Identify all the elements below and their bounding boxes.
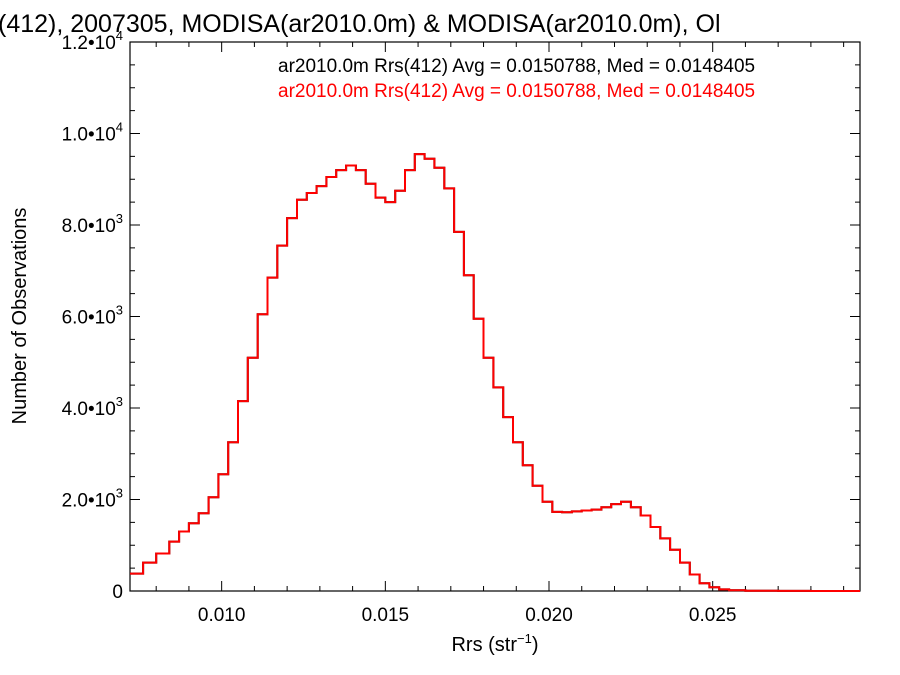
legend-entry-black: ar2010.0m Rrs(412) Avg = 0.0150788, Med … (278, 56, 755, 77)
x-axis-label: Rrs (str−1) (451, 631, 538, 656)
series-layer (130, 153, 860, 592)
y-tick-label: 1.2•104 (62, 28, 123, 54)
y-tick-label: 2.0•103 (62, 486, 123, 512)
series-line-black (130, 153, 860, 592)
y-tick-label: 4.0•103 (62, 394, 123, 420)
y-axis-label: Number of Observations (9, 208, 31, 425)
y-tick-label: 1.0•104 (62, 120, 123, 146)
y-tick-label: 8.0•103 (62, 211, 123, 237)
axis-ticks (130, 41, 860, 592)
plot-frame (129, 41, 861, 592)
x-tick-label: 0.015 (362, 605, 410, 626)
series-line-red (130, 153, 860, 592)
y-tick-label: 0 (112, 582, 123, 603)
legend-entry-red: ar2010.0m Rrs(412) Avg = 0.0150788, Med … (278, 81, 755, 102)
chart-title: (412), 2007305, MODISA(ar2010.0m) & MODI… (0, 10, 721, 38)
x-tick-label: 0.025 (689, 605, 737, 626)
axis-tick-labels: 0.010 0.015 0.020 0.025 0 2.0•103 4.0•103 6.0•1… (62, 28, 737, 626)
x-tick-label: 0.020 (525, 605, 573, 626)
x-tick-label: 0.010 (198, 605, 246, 626)
y-tick-label: 6.0•103 (62, 303, 123, 329)
